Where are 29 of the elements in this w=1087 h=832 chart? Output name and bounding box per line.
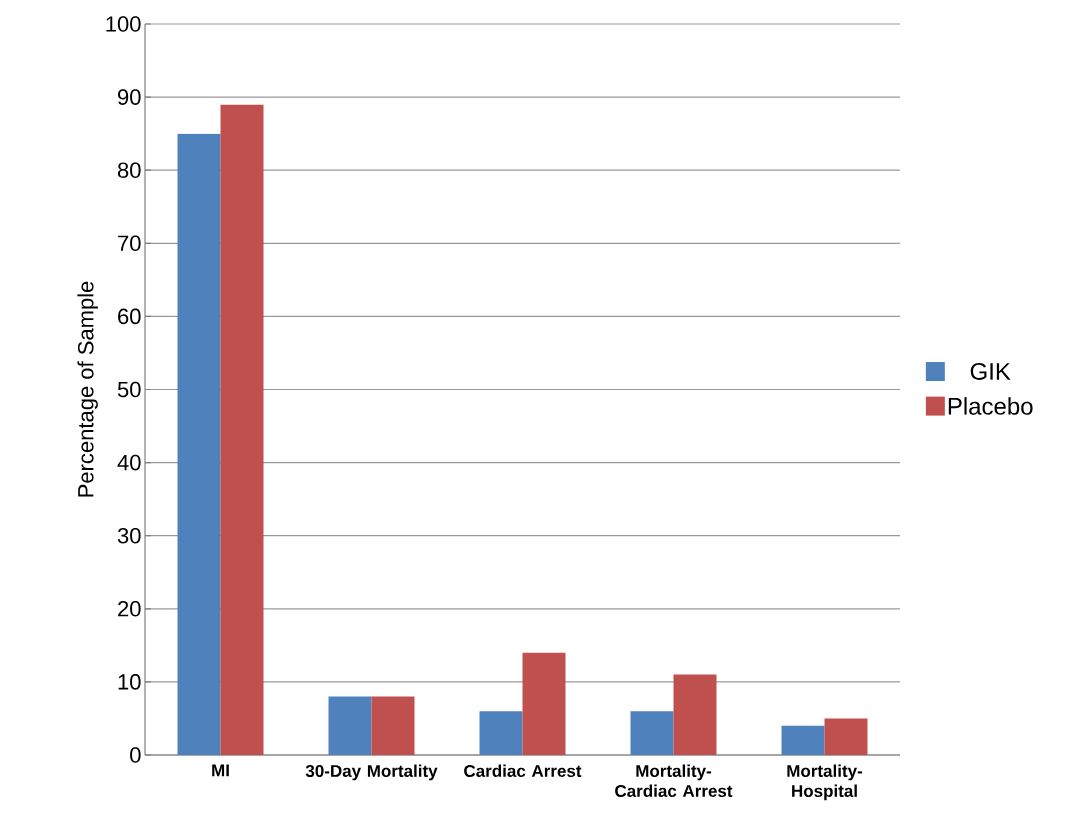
- x-tick-label: Cardiac Arrest: [464, 764, 582, 777]
- y-tick-label: 100: [106, 16, 141, 32]
- bar: [328, 696, 372, 755]
- x-tick-label: Mortality-Cardiac Arrest: [615, 764, 733, 797]
- bar: [371, 696, 415, 755]
- bar: [220, 104, 264, 755]
- bar: [479, 711, 523, 755]
- y-axis-title: Percentage of Sample: [77, 281, 98, 497]
- y-tick-label: 80: [117, 162, 141, 178]
- x-tick-label: Mortality-Hospital: [787, 764, 863, 801]
- y-tick-label: 70: [118, 235, 141, 252]
- y-tick-label: 50: [117, 381, 141, 398]
- y-tick-label: 0: [130, 747, 141, 763]
- y-tick-label: 20: [118, 600, 141, 617]
- legend-label: Placebo: [948, 397, 1033, 415]
- bar: [673, 674, 717, 755]
- bar: [824, 718, 868, 755]
- bar: [177, 133, 221, 755]
- y-tick-label: 40: [117, 454, 141, 471]
- bar: [781, 725, 825, 755]
- bar: [522, 652, 566, 755]
- y-tick-label: 90: [118, 89, 141, 105]
- bar: [630, 711, 674, 755]
- x-tick-label: MI: [212, 764, 229, 777]
- x-tick-label: 30-Day Mortality: [305, 764, 438, 781]
- legend-label: GIK: [970, 362, 1011, 380]
- y-tick-label: 30: [117, 527, 141, 544]
- y-tick-label: 60: [118, 308, 141, 325]
- y-tick-label: 10: [118, 674, 141, 690]
